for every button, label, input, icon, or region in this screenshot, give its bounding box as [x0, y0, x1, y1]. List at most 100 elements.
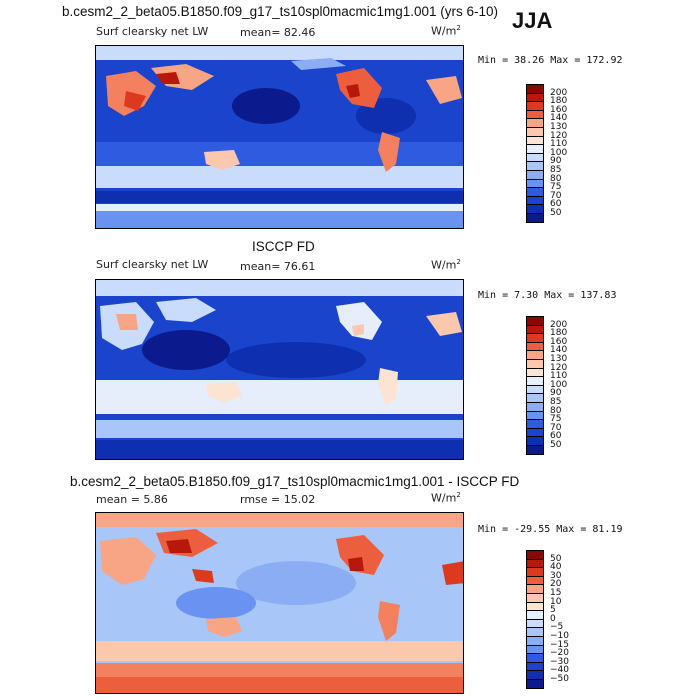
- panel3-title: b.cesm2_2_beta05.B1850.f09_g17_ts10spl0m…: [70, 474, 520, 489]
- colorbar-tick-label: 75: [550, 414, 562, 425]
- panel3-tibet: [166, 539, 192, 553]
- colorbar-swatch: [526, 204, 544, 214]
- panel1-minmax: Min = 38.26 Max = 172.92: [478, 55, 623, 66]
- colorbar-tick-label: 130: [550, 122, 568, 132]
- panel1-variable: Surf clearsky net LW: [96, 25, 209, 38]
- colorbar-tick-label: 30: [550, 570, 562, 581]
- panel1-north-pacific: [291, 58, 346, 70]
- colorbar-swatch: [526, 152, 544, 163]
- colorbar-swatch: [526, 101, 544, 111]
- colorbar-swatch: [526, 618, 544, 629]
- colorbar-tick-label: 80: [550, 173, 562, 184]
- panel3-mexico: [348, 557, 364, 571]
- panel3-pacific-blue: [236, 561, 356, 605]
- colorbar-tick-label: 50: [550, 553, 562, 564]
- colorbar-swatch: [526, 627, 544, 637]
- panel3-east-africa: [442, 561, 463, 585]
- panel3-maritime: [192, 569, 214, 583]
- colorbar-swatch: [526, 170, 544, 180]
- panel2-namerica: [336, 302, 382, 340]
- panel3-antarctica: [96, 677, 463, 693]
- colorbar-tick-label: 90: [550, 156, 562, 167]
- colorbar-swatch: [526, 679, 544, 689]
- panel3-africa: [100, 537, 156, 585]
- panel2-arctic-band: [96, 280, 463, 296]
- colorbar-swatch: [526, 316, 544, 326]
- panel1-title: b.cesm2_2_beta05.B1850.f09_g17_ts10spl0m…: [62, 4, 499, 19]
- colorbar-tick-label: −15: [550, 639, 569, 650]
- colorbar-swatch: [526, 402, 544, 412]
- colorbar-swatch: [526, 610, 544, 620]
- panel1-australia: [204, 150, 240, 170]
- colorbar-swatch: [526, 584, 544, 594]
- panel2-antarctica: [96, 440, 463, 459]
- colorbar-tick-label: 85: [550, 397, 562, 407]
- panel1-low-band: [96, 191, 463, 203]
- panel2-iberia: [426, 312, 462, 336]
- colorbar-tick-label: 100: [550, 147, 568, 158]
- colorbar-tick-label: −40: [550, 665, 569, 676]
- colorbar-swatch: [526, 178, 544, 189]
- colorbar-tick-label: 110: [550, 139, 568, 150]
- colorbar-swatch: [526, 324, 544, 335]
- colorbar-tick-label: 110: [550, 371, 568, 382]
- colorbar-swatch: [526, 384, 544, 395]
- panel1-iberia: [426, 76, 462, 104]
- colorbar-tick-label: 15: [550, 588, 562, 598]
- colorbar-swatch: [526, 350, 544, 360]
- colorbar-swatch: [526, 109, 544, 120]
- panel2-title: ISCCP FD: [252, 239, 315, 254]
- panel3-mean: mean = 5.86: [96, 493, 168, 506]
- colorbar-tick-label: 130: [550, 354, 568, 364]
- colorbar-tick-label: 200: [550, 319, 568, 330]
- panel2-units: W/m2: [431, 258, 461, 272]
- panel3-rmse: rmse = 15.02: [240, 493, 316, 506]
- colorbar-swatch: [526, 445, 544, 455]
- panel1-sahara: [124, 91, 146, 111]
- colorbar-swatch: [526, 670, 544, 680]
- colorbar-tick-label: 5: [550, 605, 556, 616]
- panel3-minmax: Min = -29.55 Max = 81.19: [478, 524, 623, 535]
- panel1-antarctica-edge: [96, 211, 463, 228]
- panel2-map-svg: [96, 280, 463, 459]
- colorbar-swatch: [526, 593, 544, 603]
- colorbar-swatch: [526, 367, 544, 378]
- colorbar-swatch: [526, 341, 544, 352]
- colorbar-tick-label: 120: [550, 362, 568, 373]
- panel1-central-asia: [156, 72, 180, 84]
- panel2-map: [95, 279, 464, 460]
- colorbar-tick-label: 0: [550, 613, 556, 624]
- colorbar-tick-label: 60: [550, 431, 562, 442]
- panel1-map: [95, 45, 464, 229]
- colorbar-swatch: [526, 376, 544, 386]
- panel1-pacific-low: [232, 88, 300, 124]
- panel3-arctic-band: [96, 513, 463, 527]
- panel2-south-band: [96, 420, 463, 438]
- panel2-samerica: [378, 368, 398, 406]
- panel3-samerica: [378, 601, 400, 641]
- colorbar-swatch: [526, 567, 544, 577]
- colorbar-tick-label: 90: [550, 388, 562, 399]
- panel3-namerica: [336, 535, 384, 575]
- panel2-mean: mean= 76.61: [240, 260, 316, 273]
- colorbar-tick-label: 180: [550, 328, 568, 339]
- colorbar-swatch: [526, 575, 544, 586]
- colorbar-swatch: [526, 644, 544, 655]
- colorbar-tick-label: 80: [550, 405, 562, 416]
- colorbar-tick-label: −10: [550, 631, 569, 641]
- colorbar-swatch: [526, 550, 544, 560]
- panel1-arctic-band: [96, 46, 463, 60]
- colorbar-tick-label: 40: [550, 562, 562, 573]
- colorbar-swatch: [526, 118, 544, 128]
- panel2-australia: [206, 382, 242, 402]
- panel2-sahara: [116, 314, 138, 330]
- colorbar-tick-label: 140: [550, 345, 568, 356]
- panel3-map-svg: [96, 513, 463, 693]
- colorbar-swatch: [526, 636, 544, 646]
- colorbar-swatch: [526, 213, 544, 223]
- colorbar-tick-label: 70: [550, 422, 562, 433]
- colorbar-swatch: [526, 135, 544, 146]
- colorbar-tick-label: 10: [550, 596, 562, 607]
- colorbar-tick-label: 85: [550, 165, 562, 175]
- colorbar-tick-label: −30: [550, 656, 569, 667]
